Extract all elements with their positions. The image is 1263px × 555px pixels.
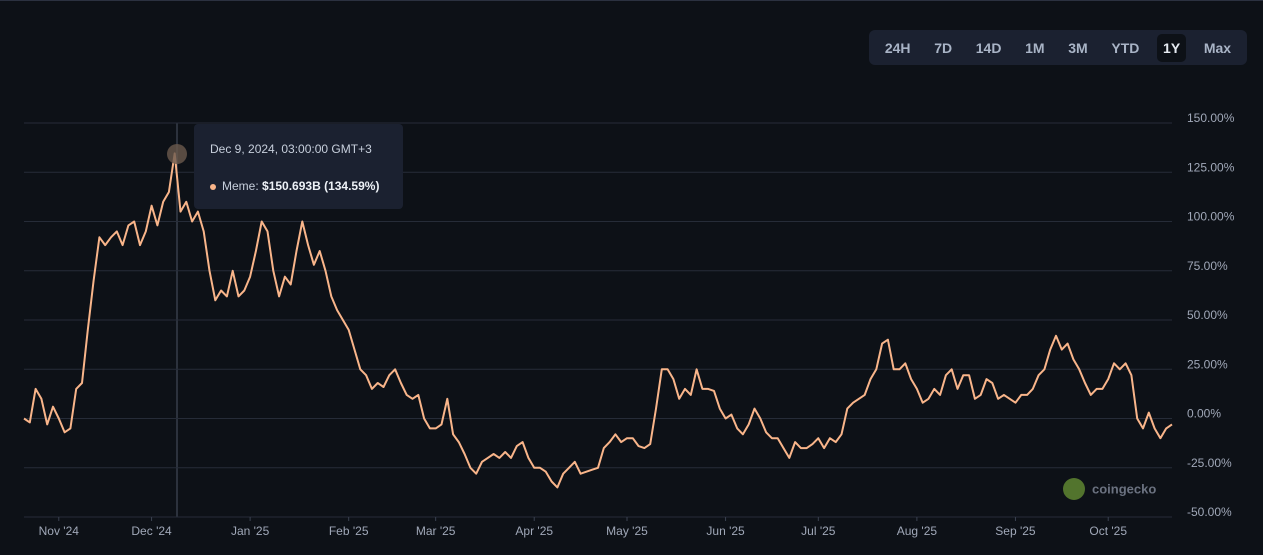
watermark: coingecko — [1063, 478, 1156, 500]
x-tick-label: Oct '25 — [1089, 524, 1127, 538]
y-tick-label: 75.00% — [1187, 259, 1228, 273]
range-selector: 24H 7D 14D 1M 3M YTD 1Y Max — [869, 30, 1247, 65]
tooltip-value: $150.693B (134.59%) — [262, 179, 380, 193]
y-tick-label: -50.00% — [1187, 505, 1232, 519]
tooltip-row: Meme: $150.693B (134.59%) — [210, 179, 379, 193]
tooltip-title: Dec 9, 2024, 03:00:00 GMT+3 — [210, 142, 372, 156]
tooltip-dot — [210, 183, 216, 190]
x-tick-label: Feb '25 — [329, 524, 369, 538]
x-tick-label: Apr '25 — [515, 524, 553, 538]
x-tick-label: Dec '24 — [131, 524, 172, 538]
range-button[interactable]: 7D — [934, 39, 953, 56]
watermark-logo — [1063, 478, 1085, 500]
y-tick-label: -25.00% — [1187, 456, 1232, 470]
range-button[interactable]: 1M — [1025, 39, 1045, 56]
range-button[interactable]: 14D — [975, 39, 1002, 56]
y-tick-label: 50.00% — [1187, 308, 1228, 322]
x-tick-label: Jun '25 — [706, 524, 745, 538]
x-tick-label: Jan '25 — [231, 524, 270, 538]
y-tick-label: 25.00% — [1187, 357, 1228, 371]
y-tick-label: 125.00% — [1187, 160, 1235, 174]
x-tick-label: Aug '25 — [897, 524, 938, 538]
y-tick-label: 150.00% — [1187, 111, 1235, 125]
tooltip: Dec 9, 2024, 03:00:00 GMT+3 Meme: $150.6… — [194, 124, 403, 209]
x-tick-label: Jul '25 — [801, 524, 836, 538]
y-tick-label: 100.00% — [1187, 210, 1235, 224]
watermark-text: coingecko — [1092, 481, 1156, 496]
range-button[interactable]: 3M — [1068, 39, 1088, 56]
x-tick-label: Mar '25 — [416, 524, 456, 538]
hover-halo — [167, 144, 187, 164]
range-button[interactable]: 1Y — [1157, 33, 1187, 62]
range-button[interactable]: Max — [1203, 39, 1232, 56]
x-tick-label: Sep '25 — [995, 524, 1036, 538]
range-button[interactable]: YTD — [1111, 39, 1140, 56]
x-tick-label: May '25 — [606, 524, 648, 538]
line — [23, 152, 1173, 489]
y-tick-label: 0.00% — [1187, 407, 1221, 421]
x-tick-label: Nov '24 — [39, 524, 80, 538]
range-button[interactable]: 24H — [884, 39, 911, 56]
tooltip-label: Meme: — [222, 179, 259, 193]
